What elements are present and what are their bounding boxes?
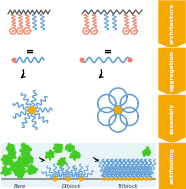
Circle shape [28,106,36,114]
Circle shape [127,177,131,181]
Circle shape [78,177,84,181]
Text: Triblock: Triblock [118,184,138,188]
Circle shape [123,177,127,181]
Circle shape [119,177,123,181]
Polygon shape [20,143,31,157]
Circle shape [127,57,132,63]
Polygon shape [8,149,16,159]
Polygon shape [15,156,29,169]
Text: =: = [26,47,34,57]
Polygon shape [142,147,151,156]
Polygon shape [14,166,25,179]
Circle shape [52,177,57,181]
Polygon shape [24,155,33,165]
FancyArrowPatch shape [39,157,44,162]
FancyArrowPatch shape [21,70,25,78]
Text: Diblock: Diblock [62,184,82,188]
Polygon shape [53,144,63,153]
Polygon shape [1,167,11,176]
Circle shape [12,57,17,63]
Polygon shape [10,161,20,174]
Text: assembly: assembly [169,102,174,134]
Circle shape [132,177,135,181]
Circle shape [114,106,122,114]
FancyArrowPatch shape [100,70,103,78]
Circle shape [148,177,152,181]
Circle shape [65,177,70,181]
Polygon shape [158,142,186,189]
Polygon shape [158,0,186,49]
Polygon shape [27,165,37,174]
Polygon shape [1,155,13,166]
Polygon shape [6,143,15,153]
Polygon shape [57,158,67,166]
FancyArrowPatch shape [93,157,98,162]
Circle shape [111,177,114,181]
Circle shape [136,177,139,181]
Polygon shape [46,150,54,160]
Text: Bare: Bare [14,184,26,188]
Polygon shape [65,143,75,152]
Text: antifouling: antifouling [169,147,174,184]
Polygon shape [158,47,186,97]
Circle shape [140,177,144,181]
Circle shape [79,57,84,63]
Circle shape [102,177,106,181]
FancyBboxPatch shape [1,143,156,187]
Circle shape [106,177,110,181]
Circle shape [115,177,118,181]
Text: architecture: architecture [169,3,174,44]
Text: aggregation: aggregation [169,50,174,91]
Circle shape [144,177,148,181]
Polygon shape [70,150,80,160]
Polygon shape [158,94,186,144]
Text: =: = [104,47,112,57]
